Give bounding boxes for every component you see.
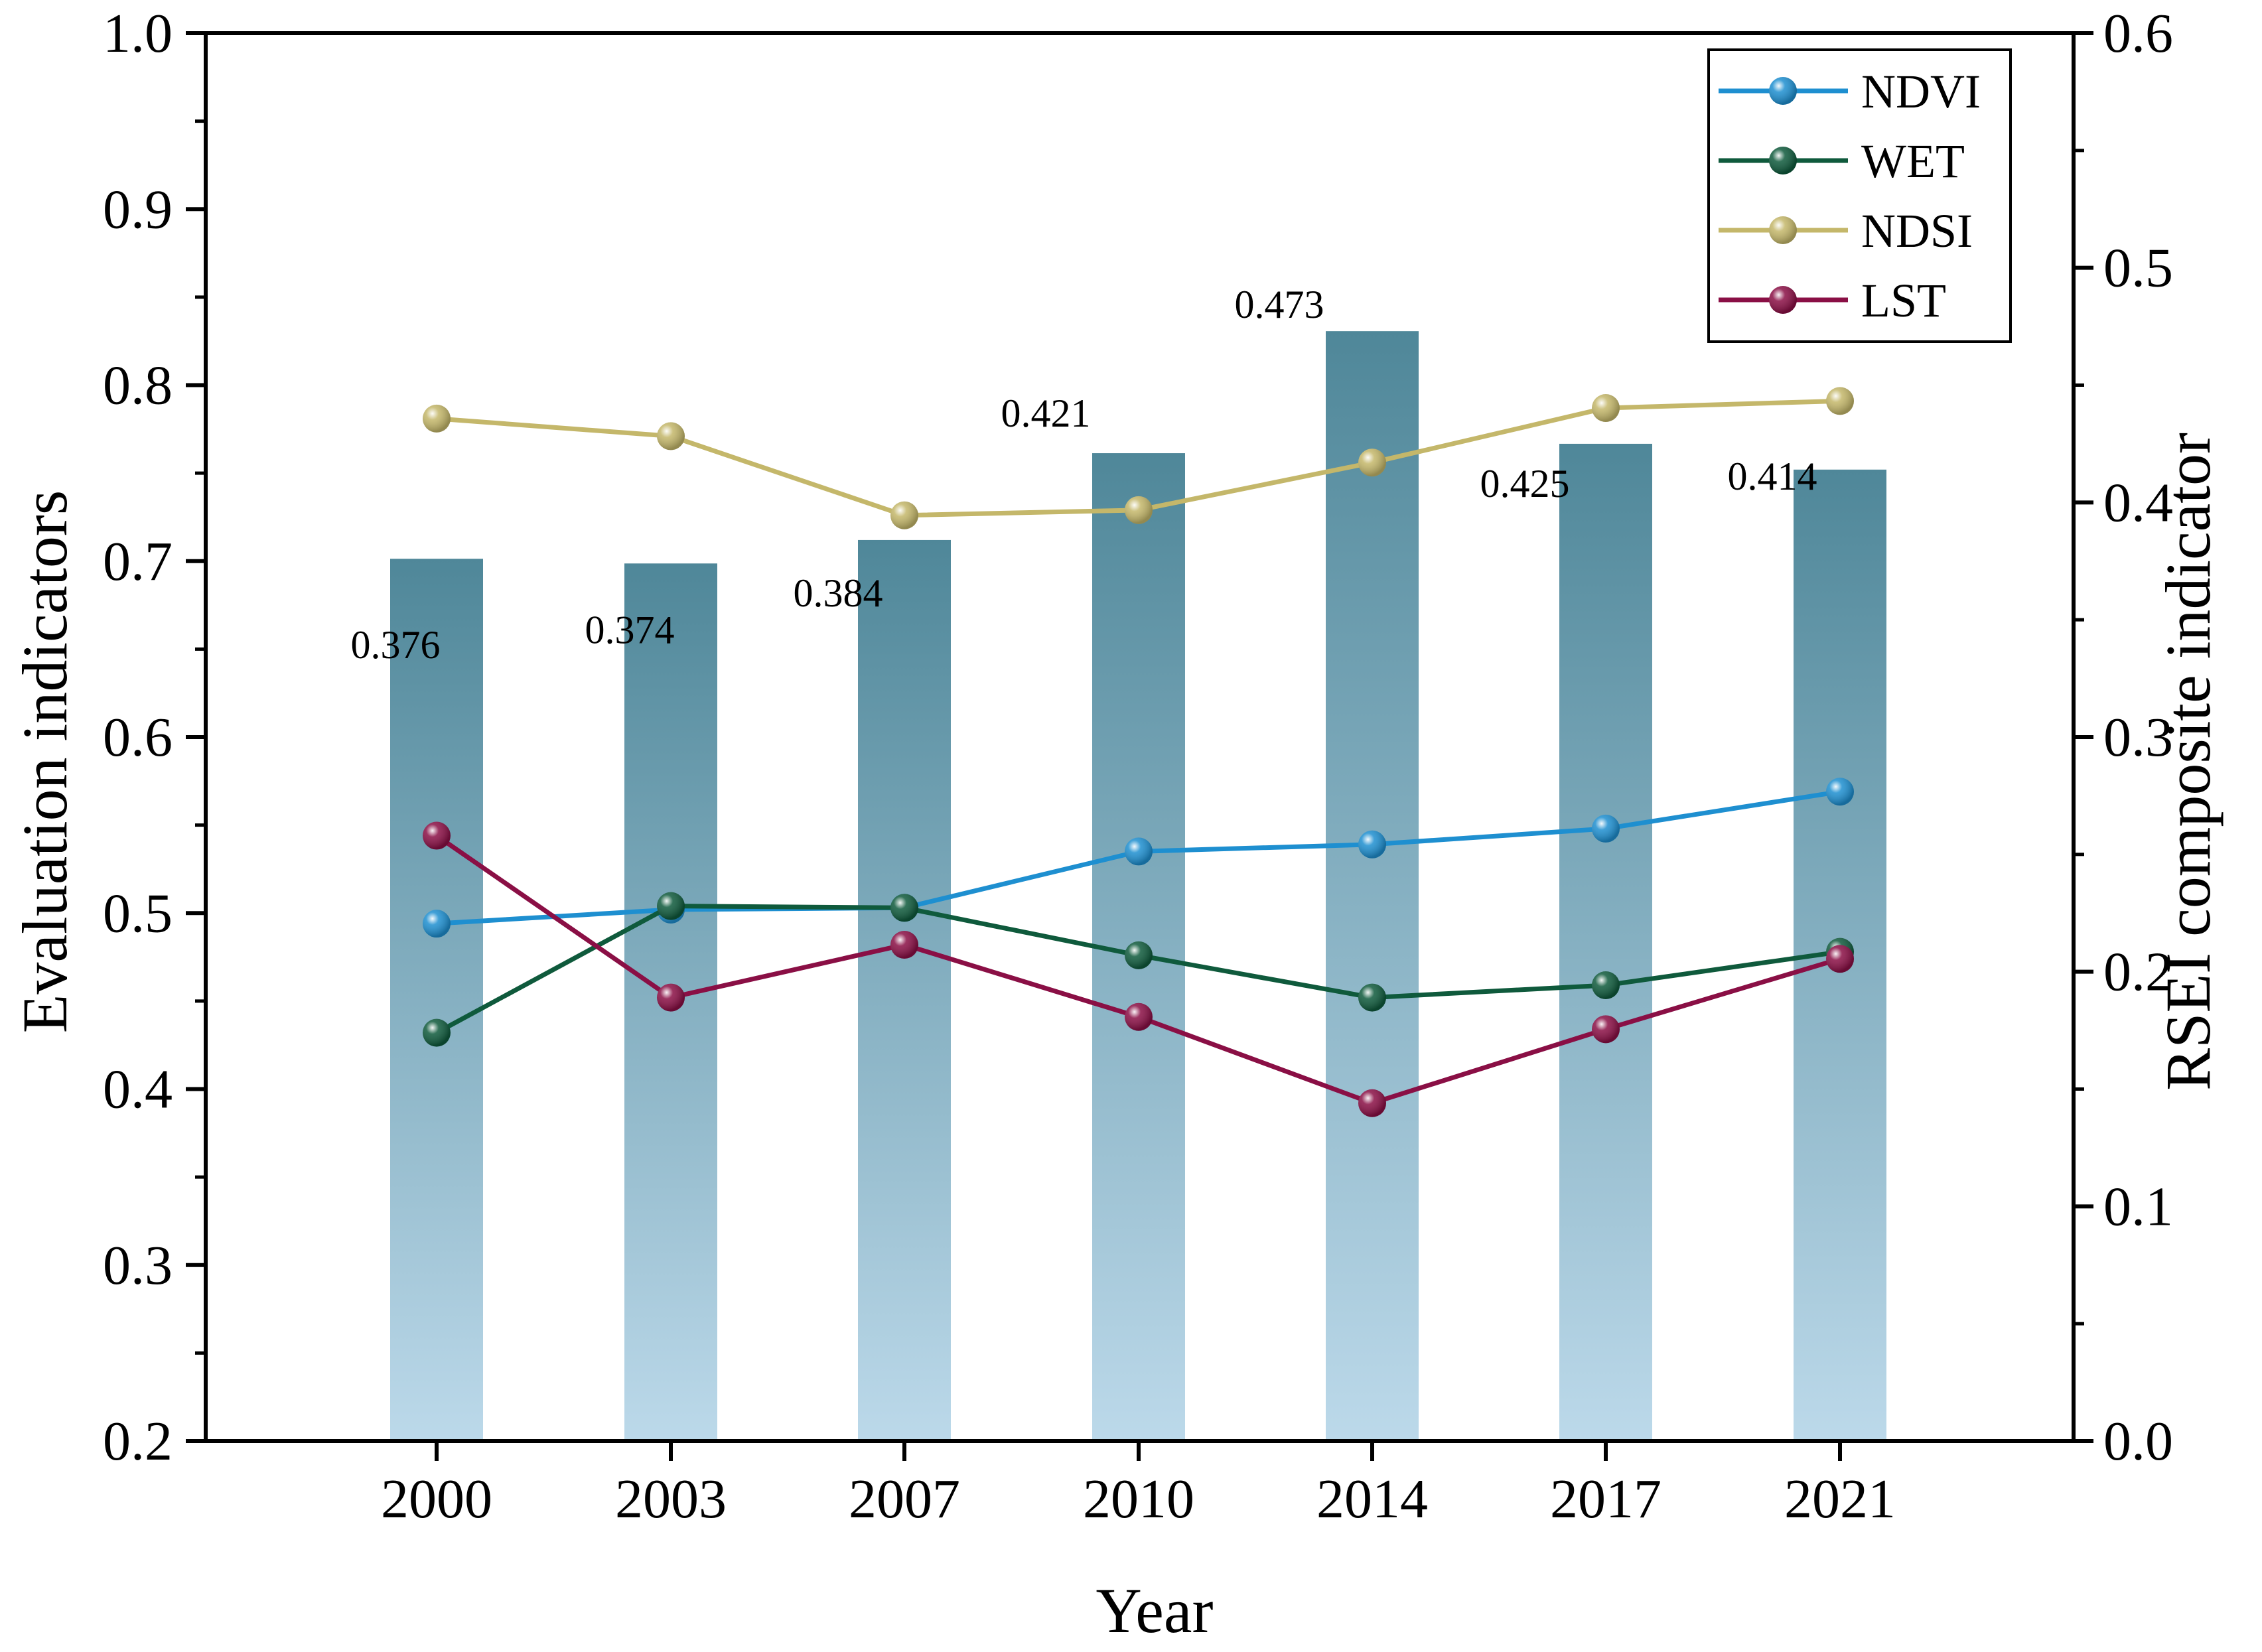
rsei-bar-2007: [858, 539, 951, 1442]
legend-label: WET: [1861, 135, 1965, 188]
y-left-tick-label: 0.7: [103, 531, 173, 592]
x-tick-label-2021: 2021: [1784, 1468, 1896, 1530]
ndvi-point-2017: [1592, 814, 1620, 843]
lst-point-2003: [657, 983, 685, 1012]
rsei-bar-label-2021: 0.414: [1728, 454, 1817, 498]
lines-layer: [423, 387, 1854, 1117]
wet-point-2014: [1358, 983, 1386, 1012]
legend-label: NDVI: [1861, 65, 1981, 118]
x-tick-label-2007: 2007: [849, 1468, 960, 1530]
rsei-bar-2017: [1559, 443, 1652, 1441]
ticks-layer: 0.2 0.3 0.4 0.5 0.6 0.7 0.8 0.9 1.0 0.0 0.1 0.2 0.3 0…: [103, 3, 2173, 1530]
rsei-bar-label-2017: 0.425: [1480, 462, 1570, 506]
ndvi-point-2000: [423, 910, 451, 938]
y-right-tick-label: 0.0: [2103, 1411, 2173, 1472]
x-tick-label-2017: 2017: [1550, 1468, 1661, 1530]
x-tick-label-2014: 2014: [1316, 1468, 1428, 1530]
x-axis-title: Year: [1096, 1575, 1214, 1646]
lst-point-2017: [1592, 1015, 1620, 1044]
ndsi-point-2007: [890, 501, 918, 529]
rsei-bar-label-2010: 0.421: [1001, 391, 1091, 435]
ndsi-point-2003: [657, 422, 685, 450]
lst-point-2007: [890, 930, 918, 959]
y-right-tick-label: 0.5: [2103, 238, 2173, 299]
legend: NDVI WET NDSI LST: [1707, 48, 2012, 343]
rsei-bar-2014: [1326, 331, 1419, 1441]
x-tick-label-2010: 2010: [1083, 1468, 1194, 1530]
rsei-bar-label-2007: 0.384: [794, 571, 883, 615]
y-right-tick-label: 0.6: [2103, 3, 2173, 64]
y-left-tick-label: 0.4: [103, 1059, 173, 1121]
ndsi-point-2014: [1358, 448, 1386, 477]
lst-point-2000: [423, 821, 451, 850]
legend-item-wet: WET: [1719, 135, 1965, 188]
x-tick-label-2000: 2000: [381, 1468, 492, 1530]
y-axis-left-title: Evaluation indicators: [9, 490, 80, 1033]
ndsi-point-2010: [1125, 496, 1153, 524]
y-left-tick-label: 0.5: [103, 882, 173, 944]
legend-item-ndvi: NDVI: [1719, 65, 1981, 118]
rsei-bar-label-2014: 0.473: [1235, 283, 1324, 326]
ndsi-point-2000: [423, 404, 451, 433]
y-right-tick-label: 0.3: [2103, 707, 2173, 768]
wet-point-2003: [657, 892, 685, 920]
wet-point-2000: [423, 1018, 451, 1047]
wet-point-2010: [1125, 941, 1153, 969]
y-left-tick-label: 1.0: [103, 3, 173, 64]
rsei-bar-2000: [390, 559, 483, 1441]
rsei-bar-label-2000: 0.376: [351, 623, 441, 667]
legend-item-lst: LST: [1719, 274, 1946, 327]
y-left-tick-label: 0.9: [103, 178, 173, 240]
y-left-tick-label: 0.8: [103, 355, 173, 417]
legend-box: [1707, 48, 2012, 343]
lst-point-2014: [1358, 1089, 1386, 1117]
y-left-tick-label: 0.3: [103, 1235, 173, 1296]
bar-labels-layer: 0.376 0.374 0.384 0.421 0.473 0.425 0.414: [351, 283, 1817, 667]
ndvi-point-2014: [1358, 830, 1386, 859]
lst-point-2021: [1826, 945, 1854, 973]
y-right-tick-label: 0.1: [2103, 1176, 2173, 1237]
legend-label: NDSI: [1861, 204, 1973, 257]
legend-item-ndsi: NDSI: [1719, 204, 1973, 257]
y-axis-right-title: RSEI composite indicator: [2153, 433, 2224, 1091]
lst-point-2010: [1125, 1002, 1153, 1031]
y-left-tick-label: 0.2: [103, 1411, 173, 1472]
legend-label: LST: [1861, 274, 1946, 327]
ndsi-point-2021: [1826, 387, 1854, 415]
ndsi-point-2017: [1592, 393, 1620, 422]
ndvi-point-2021: [1826, 778, 1854, 806]
x-tick-label-2003: 2003: [615, 1468, 727, 1530]
rsei-bar-label-2003: 0.374: [585, 608, 675, 652]
ndvi-point-2010: [1125, 837, 1153, 866]
y-right-tick-label: 0.2: [2103, 941, 2173, 1003]
wet-point-2017: [1592, 971, 1620, 1000]
y-right-tick-label: 0.4: [2103, 472, 2173, 533]
bars-layer: [390, 331, 1886, 1442]
y-left-tick-label: 0.6: [103, 707, 173, 768]
wet-point-2007: [890, 894, 918, 922]
